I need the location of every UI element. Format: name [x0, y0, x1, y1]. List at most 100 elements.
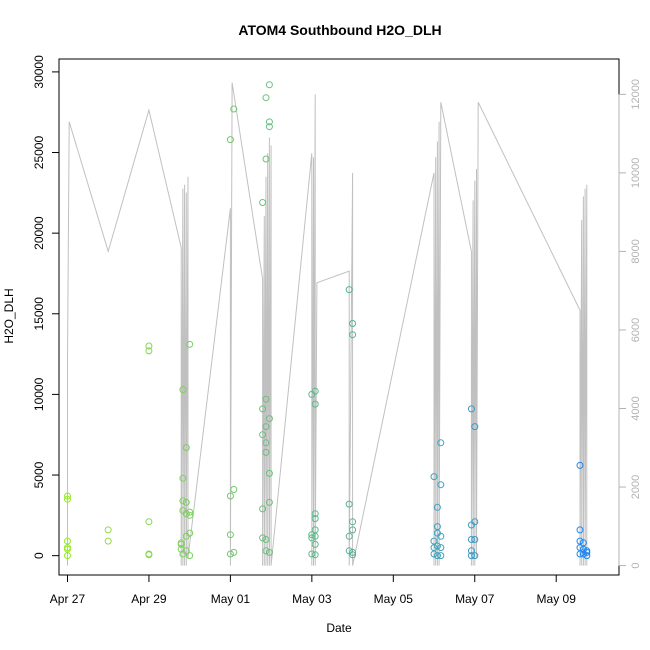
secondary-y-tick-label: 0	[630, 563, 642, 569]
data-point	[583, 552, 591, 560]
data-point	[576, 550, 584, 558]
data-point	[308, 550, 316, 558]
y-tick-label: 5000	[32, 461, 46, 488]
data-point	[430, 473, 438, 481]
data-point	[345, 286, 353, 294]
data-point	[265, 81, 273, 89]
x-tick-label: May 01	[211, 592, 251, 606]
data-point	[179, 386, 187, 394]
data-point	[64, 495, 71, 503]
data-point	[349, 548, 357, 556]
data-point	[311, 515, 319, 523]
data-point	[145, 551, 153, 559]
plot-frame	[58, 58, 620, 576]
secondary-line-layer	[67, 82, 588, 566]
data-point	[349, 518, 357, 526]
data-point	[177, 540, 185, 548]
data-point	[265, 118, 273, 126]
data-point	[186, 340, 194, 348]
data-point	[433, 503, 441, 511]
data-point	[311, 540, 319, 548]
secondary-y-axis: 0 2000 4000 6000 8000 10000 12000	[618, 79, 642, 569]
data-point	[145, 518, 153, 526]
data-point	[186, 529, 194, 537]
data-point	[182, 498, 190, 506]
data-point	[182, 510, 190, 518]
data-point	[345, 500, 353, 508]
data-point	[259, 505, 267, 513]
x-tick-label: May 09	[537, 592, 577, 606]
data-point	[265, 548, 273, 556]
data-point	[265, 415, 273, 423]
data-point	[262, 395, 270, 403]
data-point	[471, 536, 479, 543]
y-tick-label: 0	[32, 552, 46, 559]
points-layer	[64, 81, 591, 560]
y-tick-label: 25000	[32, 136, 46, 170]
data-point	[226, 531, 234, 539]
data-point	[262, 536, 270, 543]
data-point	[179, 497, 187, 505]
data-point	[437, 552, 445, 560]
data-point	[265, 498, 273, 506]
data-point	[311, 551, 319, 559]
data-point	[64, 492, 71, 500]
data-point	[437, 544, 445, 552]
data-point	[308, 534, 316, 542]
y-tick-label: 15000	[32, 297, 46, 331]
data-point	[226, 492, 234, 500]
chart-title: ATOM4 Southbound H2O_DLH	[238, 22, 441, 38]
data-point	[186, 552, 194, 560]
data-point	[349, 551, 357, 559]
data-point	[265, 123, 273, 131]
data-point	[345, 532, 353, 540]
data-point	[262, 423, 270, 431]
x-tick-label: May 05	[374, 592, 414, 606]
data-point	[311, 532, 319, 540]
y-axis-label: H2O_DLH	[2, 288, 16, 343]
data-point	[262, 94, 270, 102]
data-point	[262, 547, 270, 555]
data-point	[265, 469, 273, 477]
secondary-y-tick-label: 2000	[630, 475, 642, 499]
data-point	[471, 518, 479, 526]
data-point	[467, 536, 475, 543]
y-tick-label: 20000	[32, 216, 46, 250]
data-point	[186, 511, 194, 519]
y-tick-label: 30000	[32, 55, 46, 89]
data-point	[226, 550, 234, 558]
data-point	[104, 526, 112, 534]
data-point	[262, 155, 270, 163]
data-point	[145, 342, 153, 350]
data-point	[345, 547, 353, 555]
x-tick-label: Apr 27	[50, 592, 86, 606]
secondary-y-tick-label: 4000	[630, 396, 642, 420]
data-point	[64, 552, 71, 560]
x-axis: Apr 27 Apr 29 May 01 May 03 May 05 May 07 May …	[50, 574, 577, 606]
data-point	[226, 136, 234, 144]
data-point	[311, 387, 319, 395]
secondary-y-tick-label: 12000	[630, 79, 642, 110]
data-point	[349, 320, 357, 327]
data-point	[467, 552, 475, 560]
secondary-y-tick-label: 8000	[630, 239, 642, 263]
data-point	[576, 526, 584, 534]
y-axis: 0 5000 10000 15000 20000 25000 30000	[32, 55, 60, 559]
x-tick-label: May 07	[455, 592, 495, 606]
data-point	[182, 444, 190, 452]
data-point	[433, 542, 441, 550]
data-point	[467, 547, 475, 555]
data-point	[349, 331, 357, 339]
data-point	[433, 552, 441, 560]
data-point	[104, 537, 112, 545]
data-point	[145, 347, 153, 355]
secondary-y-tick-label: 10000	[630, 158, 642, 189]
data-point	[230, 105, 238, 113]
data-point	[230, 486, 238, 493]
data-point	[182, 547, 190, 555]
secondary-series-line	[67, 82, 588, 566]
data-point	[437, 481, 445, 489]
data-point	[259, 431, 267, 439]
data-point	[349, 526, 357, 534]
data-point	[230, 548, 238, 556]
